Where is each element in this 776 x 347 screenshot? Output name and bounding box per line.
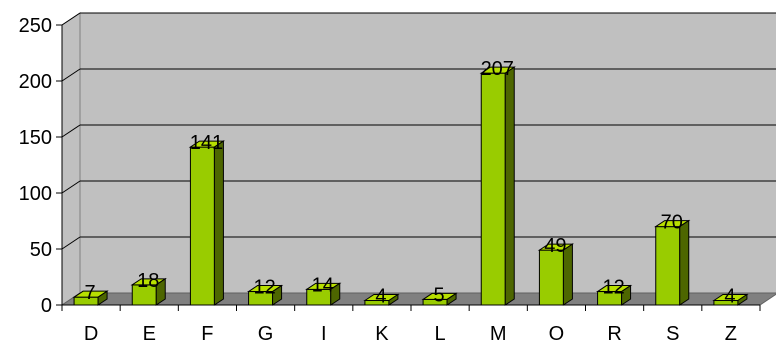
bar (595, 284, 633, 306)
bar-side (330, 282, 341, 306)
bar-side (737, 293, 748, 306)
bar-side (504, 66, 515, 306)
gridline-side (61, 236, 81, 250)
gridline-side (61, 180, 81, 194)
bar (654, 219, 691, 306)
y-tick-label: 50 (30, 239, 52, 261)
bar (130, 277, 167, 306)
x-tick-label: G (258, 323, 274, 345)
y-axis-ticks: 0 50 100 150 200 250 (19, 15, 62, 317)
y-tick-label: 100 (19, 183, 52, 205)
bar (479, 66, 516, 306)
data-label: 4 (724, 286, 735, 308)
data-label: 14 (312, 274, 334, 296)
x-tick-label: D (84, 323, 98, 345)
bar (72, 290, 109, 306)
data-label: 4 (375, 286, 386, 308)
bar-front (480, 72, 506, 306)
bar (712, 293, 749, 306)
bar-side (388, 293, 399, 306)
x-tick-label: Z (725, 323, 737, 345)
bar (188, 140, 226, 306)
x-tick-label: E (143, 323, 156, 345)
y-tick-label: 200 (19, 71, 52, 93)
bar-side (97, 290, 108, 306)
bar-side (679, 219, 690, 306)
data-label: 12 (602, 277, 624, 299)
bar-side (213, 140, 224, 306)
x-tick-label: L (435, 323, 446, 345)
x-tick-label: F (201, 323, 213, 345)
y-tick-label: 250 (19, 15, 52, 37)
bar-front (538, 249, 564, 306)
data-label: 7 (85, 282, 96, 304)
x-tick-label: O (549, 323, 565, 345)
data-label: 18 (137, 270, 159, 292)
bar-front (655, 226, 681, 306)
x-tick-label: I (321, 323, 327, 345)
bar (305, 282, 342, 306)
y-tick-label: 150 (19, 127, 52, 149)
bar-side (562, 243, 573, 306)
x-tick-label: M (490, 323, 507, 345)
side-wall (61, 12, 81, 306)
data-label: 5 (434, 284, 445, 306)
data-label: 49 (544, 235, 566, 257)
bar (246, 284, 284, 306)
data-label: 207 (481, 58, 514, 80)
bar-side (446, 292, 457, 306)
data-label: 12 (253, 277, 275, 299)
bars (72, 66, 749, 306)
y-tick-label: 0 (41, 295, 52, 317)
bar-side (272, 284, 283, 306)
gridline-side (61, 12, 81, 26)
bar (421, 292, 458, 306)
x-tick-label: S (666, 323, 679, 345)
bar-side (155, 277, 166, 306)
bar (537, 243, 575, 306)
x-tick-label: K (375, 323, 389, 345)
value-labels: 7 18 141 12 14 4 5 207 49 12 70 4 (85, 58, 736, 307)
data-label: 70 (661, 212, 683, 234)
gridline-side (61, 68, 81, 82)
data-label: 141 (190, 132, 223, 154)
gridline-side (61, 124, 81, 138)
x-tick-label: R (607, 323, 621, 345)
bar (363, 293, 400, 306)
bar-front (189, 146, 215, 306)
bar-side (621, 284, 632, 306)
